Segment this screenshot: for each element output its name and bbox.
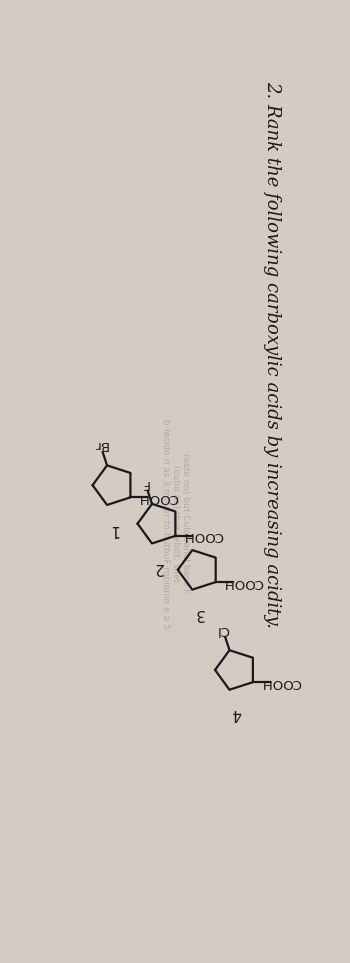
Text: COOH: COOH [138,491,178,504]
Text: (esto no) but CuloOanel base F
(cubo ae) that rebitt, shet
b-lesido n as 3:mover: (esto no) but CuloOanel base F (cubo ae)… [161,419,190,629]
Text: 2. Rank the following carboxylic acids by increasing acidity.: 2. Rank the following carboxylic acids b… [263,81,281,628]
Text: 3: 3 [194,607,204,621]
Text: COOH: COOH [183,530,223,542]
Text: 1: 1 [109,522,118,536]
Text: 4: 4 [231,706,241,721]
Text: Cl: Cl [216,623,229,637]
Text: F: F [141,477,149,490]
Text: Br: Br [93,438,108,452]
Text: COOH: COOH [261,676,301,689]
Text: COOH: COOH [224,576,264,588]
Text: 2: 2 [154,560,163,575]
